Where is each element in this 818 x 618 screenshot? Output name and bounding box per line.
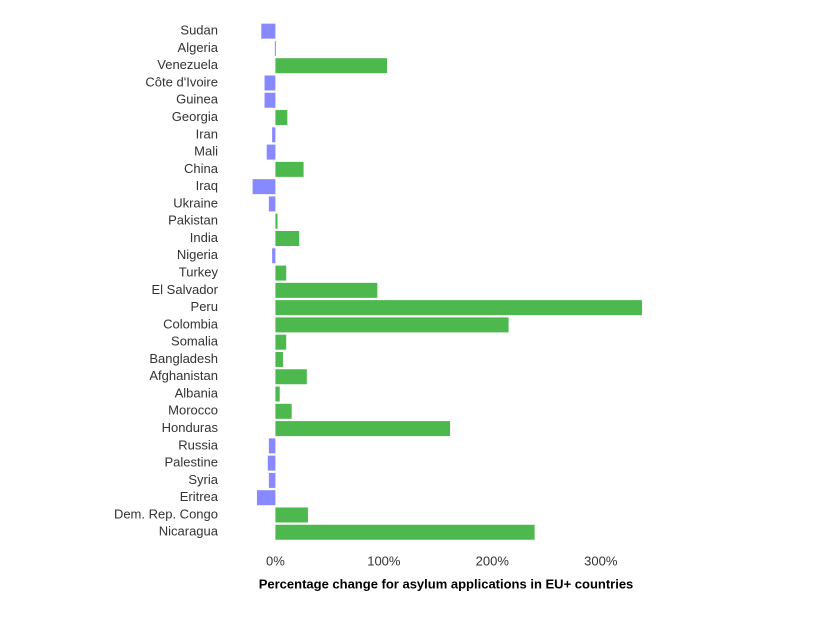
y-tick-label: Guinea [176, 92, 219, 107]
y-tick-label: Bangladesh [149, 351, 218, 366]
y-tick-label: Albania [175, 385, 219, 400]
y-tick-label: Algeria [178, 40, 219, 55]
bar [266, 144, 276, 160]
bar [267, 455, 276, 471]
bar [256, 490, 276, 506]
bar [261, 23, 276, 39]
bar [252, 179, 276, 195]
bar [272, 248, 276, 264]
y-tick-label: China [184, 161, 219, 176]
x-tick-label: 0% [266, 553, 285, 568]
bar [268, 472, 276, 488]
bar [275, 161, 304, 177]
bar [275, 386, 280, 402]
bar [275, 58, 388, 74]
y-tick-label: Somalia [171, 334, 219, 349]
y-tick-label: Morocco [168, 403, 218, 418]
bar [275, 403, 292, 419]
bar [275, 369, 307, 385]
y-tick-label: Dem. Rep. Congo [114, 506, 218, 521]
bar [274, 40, 276, 56]
bar [275, 300, 642, 316]
x-axis-title: Percentage change for asylum application… [259, 576, 634, 591]
bar [264, 92, 276, 108]
y-tick-label: Colombia [163, 316, 219, 331]
bar [275, 282, 378, 298]
bar [275, 265, 287, 281]
x-tick-label: 300% [584, 553, 618, 568]
y-tick-label: Syria [188, 472, 218, 487]
bar [275, 231, 300, 246]
y-tick-label: Nicaragua [159, 524, 219, 539]
y-tick-label: Iran [196, 126, 218, 141]
y-tick-label: Russia [178, 437, 219, 452]
y-tick-label: Mali [194, 144, 218, 159]
y-tick-label: Iraq [196, 178, 218, 193]
bar [275, 110, 288, 126]
y-tick-label: Georgia [172, 109, 219, 124]
bar [275, 524, 535, 540]
y-tick-label: Peru [191, 299, 218, 314]
x-tick-label: 100% [367, 553, 401, 568]
bar [264, 75, 276, 91]
y-tick-label: Honduras [162, 420, 219, 435]
x-tick-label: 200% [476, 553, 510, 568]
bar [272, 127, 276, 143]
bar [275, 213, 278, 229]
bar [268, 196, 276, 212]
y-tick-label: Venezuela [157, 57, 218, 72]
y-tick-label: Eritrea [180, 489, 219, 504]
y-tick-label: Pakistan [168, 213, 218, 228]
y-tick-label: Turkey [179, 264, 219, 279]
y-tick-label: Côte d'Ivoire [145, 74, 218, 89]
bar [268, 438, 276, 454]
y-tick-label: Palestine [165, 455, 218, 470]
y-tick-label: India [190, 230, 219, 245]
y-tick-label: Afghanistan [149, 368, 218, 383]
y-tick-label: Sudan [180, 23, 218, 38]
bar [275, 421, 451, 437]
bar [275, 507, 308, 523]
y-tick-label: Nigeria [177, 247, 219, 262]
bar [275, 351, 283, 367]
y-tick-label: El Salvador [152, 282, 219, 297]
bar [275, 334, 287, 350]
bar [275, 317, 509, 333]
y-tick-label: Ukraine [173, 195, 218, 210]
